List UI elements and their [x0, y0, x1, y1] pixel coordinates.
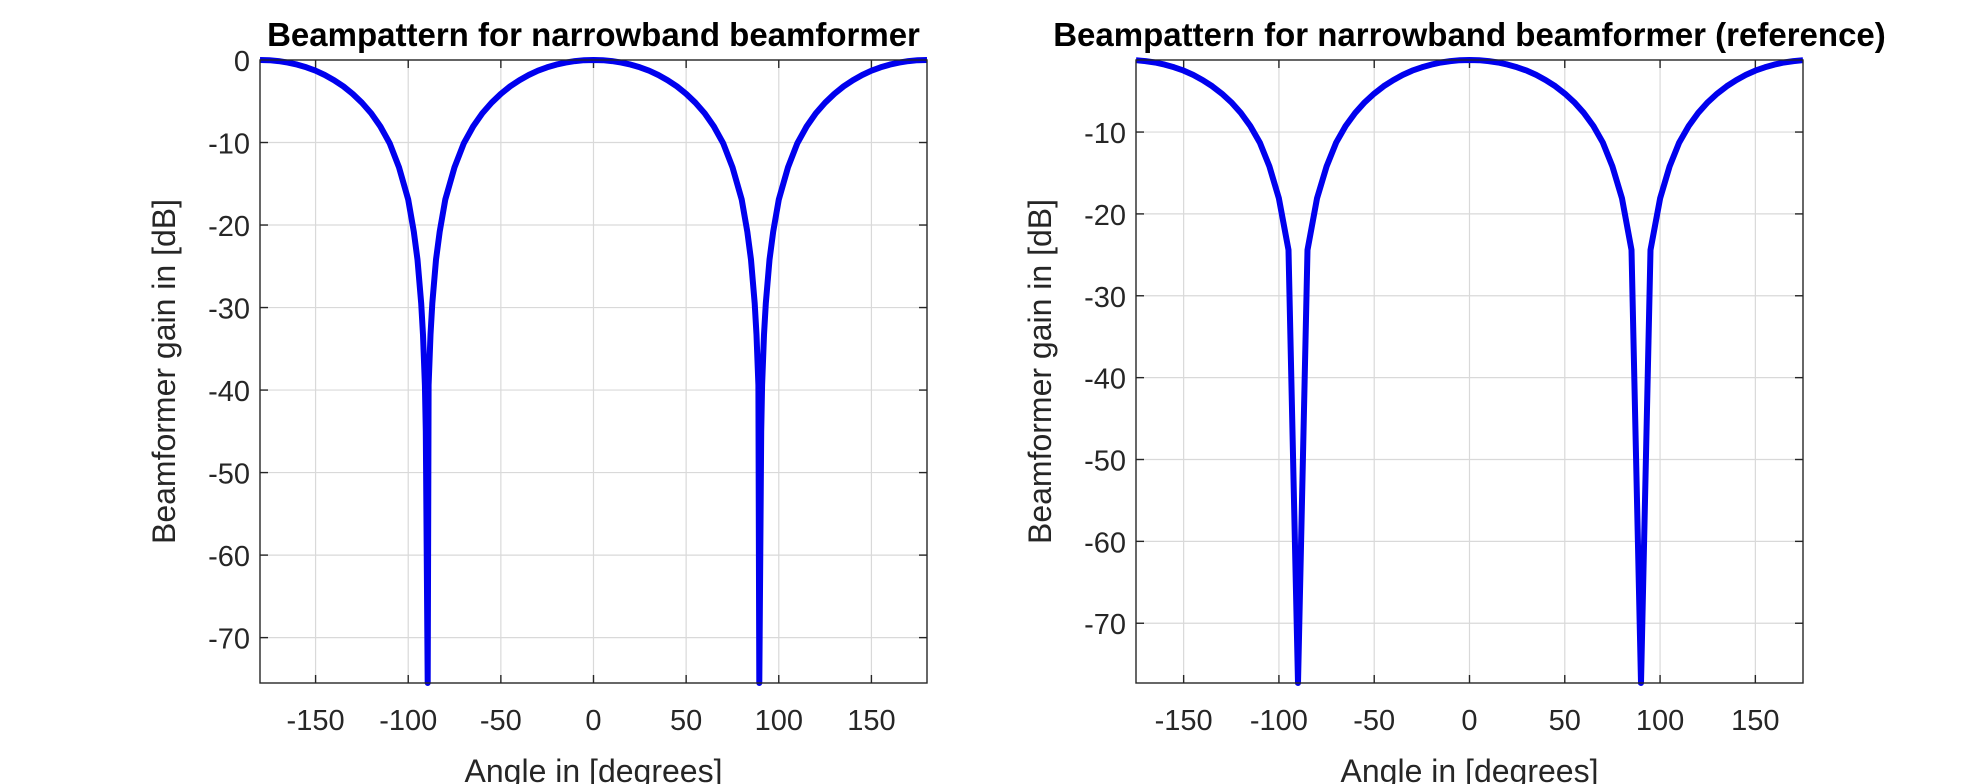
plot-right-xlabel: Angle in [degrees]: [1341, 753, 1599, 784]
plot-left-xtick-label: -50: [480, 705, 522, 737]
plot-left-ytick-label: -10: [208, 129, 250, 161]
plot-right-ytick-label: -10: [1084, 118, 1126, 150]
plot-right-ytick-label: -20: [1084, 200, 1126, 232]
plot-left-ytick-label: -30: [208, 294, 250, 326]
plot-right-ytick-label: -60: [1084, 527, 1126, 559]
plot-right-xtick-label: -150: [1155, 705, 1213, 737]
plot-left-xlabel: Angle in [degrees]: [465, 753, 723, 784]
plot-left-ytick-label: 0: [234, 46, 250, 78]
plot-right-axes-box: [1135, 59, 1804, 684]
plot-left-xtick-label: -150: [287, 705, 345, 737]
plot-right-ytick-label: -50: [1084, 446, 1126, 478]
plot-right-xtick-label: 50: [1549, 705, 1581, 737]
plot-left-ylabel: Beamformer gain in [dB]: [146, 199, 182, 544]
plot-left-ticks: [260, 59, 927, 683]
plot-right-xtick-label: 100: [1636, 705, 1684, 737]
plot-right: -150 -100 -50 0 50 100 150 -10-20-30-40-50-60-…: [1022, 16, 1886, 784]
plot-left-ytick-labels: 0 -10 -20 -30 -40 -50 -60 -70: [208, 46, 250, 656]
plot-left-ytick-label: -40: [208, 376, 250, 408]
plot-left-xtick-label: 150: [847, 705, 895, 737]
plot-left-ytick-label: -70: [208, 624, 250, 656]
plot-left: -150 -100 -50 0 50 100 150 0 -10 -20 -30 -40 -50 -60…: [146, 16, 928, 784]
plot-right-xtick-labels: -150 -100 -50 0 50 100 150: [1155, 705, 1780, 737]
plot-left-ytick-label: -20: [208, 211, 250, 243]
plot-left-title: Beampattern for narrowband beamformer: [267, 16, 920, 53]
plot-left-xtick-label: 50: [670, 705, 702, 737]
plot-right-ylabel: Beamformer gain in [dB]: [1022, 199, 1058, 544]
plot-right-xtick-label: 150: [1731, 705, 1779, 737]
plot-right-ytick-label: -40: [1084, 364, 1126, 396]
plot-left-axes-box: [259, 59, 928, 684]
plot-left-ytick-label: -50: [208, 459, 250, 491]
plot-right-xtick-label: 0: [1461, 705, 1477, 737]
plot-left-ytick-label: -60: [208, 541, 250, 573]
plot-right-ytick-label: -70: [1084, 609, 1126, 641]
plot-right-xtick-label: -100: [1250, 705, 1308, 737]
plot-left-xtick-label: -100: [379, 705, 437, 737]
plot-right-ytick-label: -30: [1084, 282, 1126, 314]
plot-right-ytick-labels: -10 -20 -30 -40 -50 -60 -70: [1084, 118, 1126, 641]
plot-right-grid: [1136, 60, 1803, 683]
plot-right-xtick-label: -50: [1353, 705, 1395, 737]
plot-left-xtick-label: 0: [585, 705, 601, 737]
plot-right-title: Beampattern for narrowband beamformer (r…: [1053, 16, 1886, 53]
plot-left-xtick-label: 100: [755, 705, 803, 737]
plot-left-xtick-labels: -150 -100 -50 0 50 100 150: [287, 705, 896, 737]
